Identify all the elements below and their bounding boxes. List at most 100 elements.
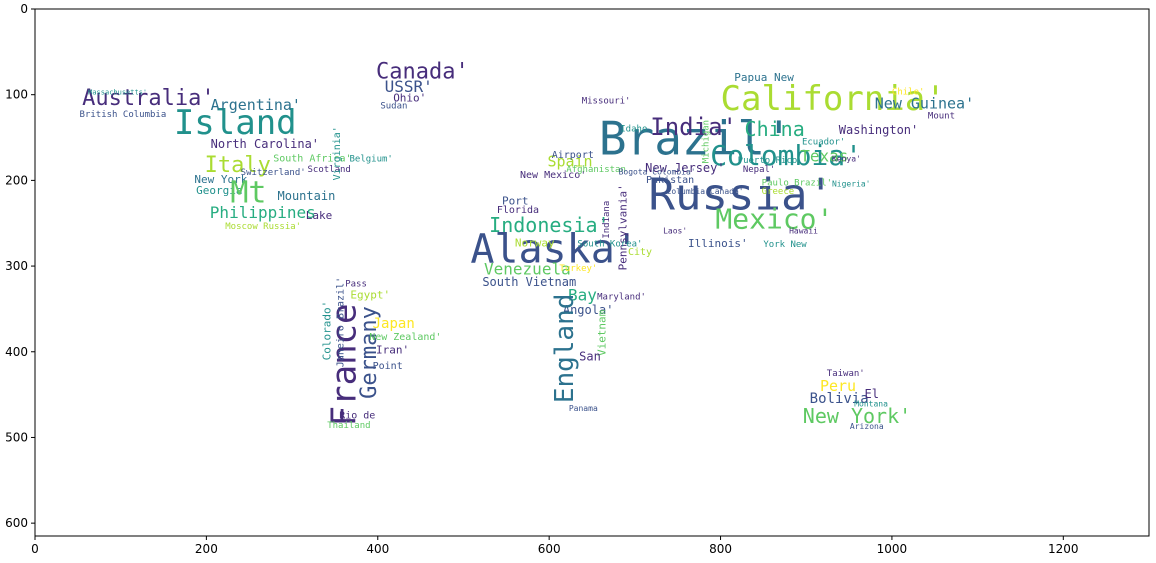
word-18: Belgium' [349,155,392,165]
word-1: British Columbia [80,110,167,120]
word-42: China [745,117,805,141]
word-60: Nigeria' [832,179,871,188]
word-80: South Korea' [577,239,642,249]
word-44: Papua New [734,71,794,84]
word-65: South Vietnam [482,275,576,289]
word-87: San [579,349,601,363]
word-50: Puerto Rico [738,156,798,166]
x-tick-label-0: 0 [31,542,39,556]
word-36: Russia' [649,170,834,221]
word-57: Laos' [663,227,687,236]
word-26: Janeiro Brazil' [335,277,346,367]
word-43: New Guinea' [875,94,974,112]
word-64: Venezuela [484,260,571,279]
x-tick-label-6: 1200 [1048,542,1079,556]
word-63: Indonesia' [489,213,609,237]
word-33: Rio de [339,411,375,422]
word-70: New Mexico' [520,170,586,181]
word-27: Egypt' [350,289,390,302]
word-24: Germany [357,306,382,399]
y-tick-label-2: 200 [5,173,28,187]
y-tick-label-3: 300 [5,259,28,273]
word-95: Panama [569,404,598,413]
word-75: Missouri' [582,96,631,106]
x-tick-label-4: 800 [709,542,732,556]
word-56: York New [763,240,807,250]
word-28: Pass [345,280,367,290]
word-82: Bay [568,285,597,304]
word-16: Moscow Russia' [225,222,301,232]
y-tick-label-5: 500 [5,430,28,444]
word-54: Greece [762,187,795,197]
word-14: Philippines [210,203,316,222]
word-83: Maryland' [597,292,646,302]
word-19: Canada' [376,59,469,84]
word-85: England [550,294,580,404]
y-tick-label-0: 0 [20,2,28,16]
y-axis: 0 100 200 300 400 500 600 [5,2,35,530]
word-58: Hawaii [789,227,818,236]
word-13: Mountain [278,189,336,203]
word-15: Lake [306,209,333,222]
word-5: North Carolina' [211,137,319,151]
word-38: California' [721,79,946,119]
word-35: Brazil' [599,112,793,166]
word-11: Georgia' [196,184,249,197]
y-tick-label-6: 600 [5,516,28,530]
word-90: El [865,387,879,401]
word-2: Massachusetts' [88,89,147,97]
word-74: Idaho [620,125,647,135]
x-tick-label-5: 1000 [877,542,908,556]
word-62: Mount [928,112,955,122]
word-49: Columbia Canada' [667,187,744,196]
plot-area [34,8,1150,537]
y-tick-label-1: 100 [5,88,28,102]
word-78: Michigan [702,120,712,163]
word-3: Island [174,103,297,143]
word-7: South Africa' [273,154,351,165]
word-22: Sudan [380,101,407,111]
words-layer: Australia'British Columbia Massachusetts'… [80,59,975,431]
word-77: Indiana [602,201,612,239]
word-68: Florida [497,205,539,216]
word-47: New Jersey' [645,161,724,175]
word-39: Colombia' [710,139,862,172]
word-93: Arizona [850,422,884,431]
x-tick-label-2: 400 [366,542,389,556]
x-tick-label-1: 200 [195,542,218,556]
word-34: Thailand [327,421,370,431]
word-51: Nepal' [743,165,776,175]
word-37: Alaska' [470,227,639,273]
word-10: Scotland [308,165,351,175]
word-46: Texas [800,147,848,166]
word-84: Angola' [563,303,614,317]
word-40: Mexico' [715,202,833,235]
word-89: Bolivia [810,391,869,407]
word-91: New York' [803,404,911,428]
word-76: Pennsylvania' [616,184,629,270]
word-48: Pakistan [646,175,694,186]
word-71: Airport [552,150,594,161]
word-17: Virginia' [332,126,343,180]
word-30: New Zealand' [369,332,441,343]
x-axis: 0 200 400 600 800 1000 1200 [31,536,1079,556]
word-88: Peru [820,377,856,395]
word-86: Vietnam [596,309,609,356]
word-12: Mt [230,176,266,211]
word-73: Bogota Colombia' [619,167,696,176]
word-81: Turkey' [559,264,597,274]
y-tick-label-4: 400 [5,345,28,359]
word-41: India' [650,113,737,141]
word-94: Montana [854,400,888,409]
x-tick-label-3: 600 [538,542,561,556]
word-79: City [628,247,652,258]
word-9: New York [194,173,247,186]
word-67: Port [502,194,529,207]
word-53: Paulo Brazil' [762,179,832,189]
word-59: Kenya' [832,155,861,164]
word-4: Argentina' [211,96,301,114]
word-31: Iran' [376,343,409,356]
word-25: Colorado' [321,301,334,361]
word-20: USSR' [385,77,433,96]
